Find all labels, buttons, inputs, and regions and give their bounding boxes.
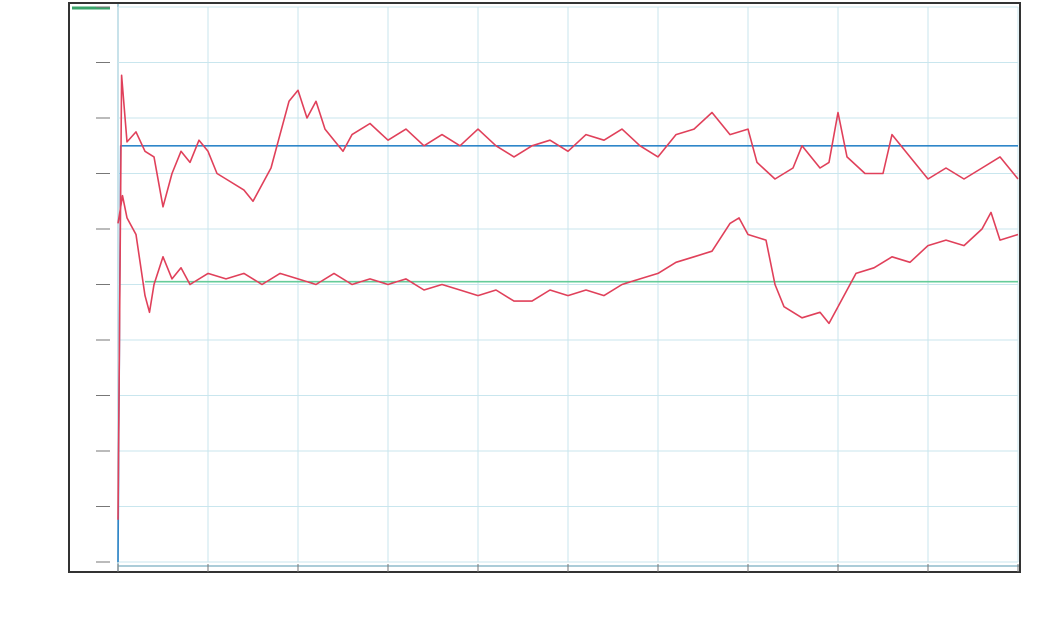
series-line [117,194,1019,325]
series-line [117,74,1019,520]
frame [68,2,1021,573]
